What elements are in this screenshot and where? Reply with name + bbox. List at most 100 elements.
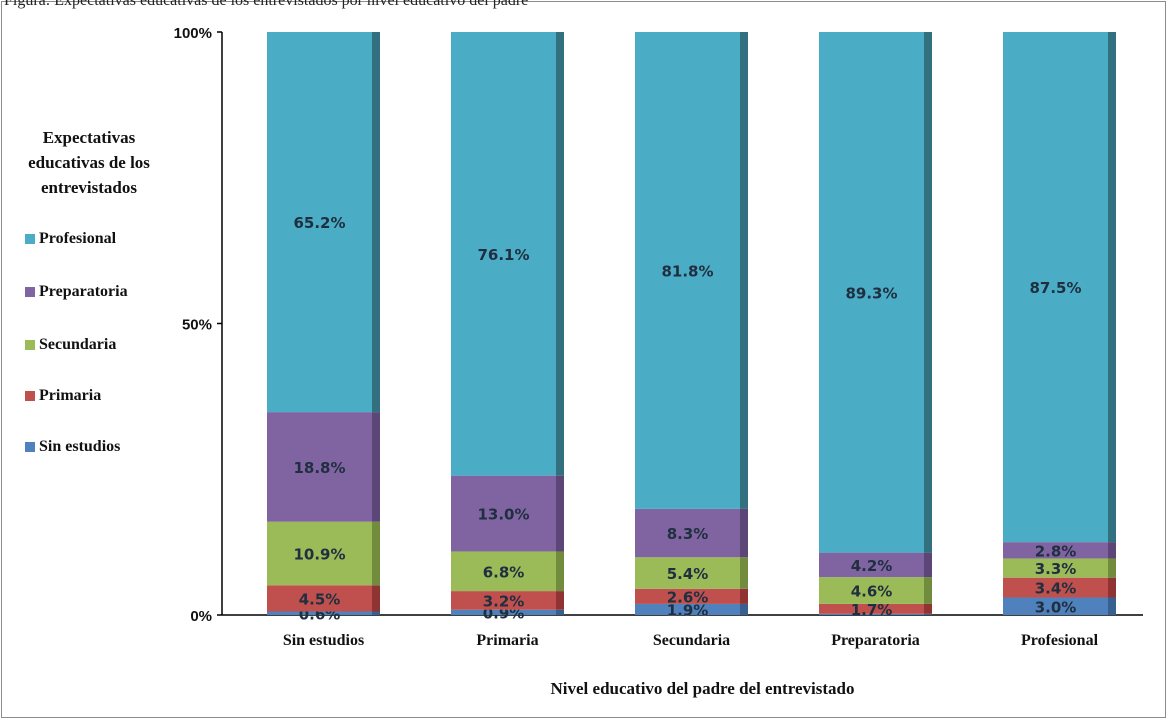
bar-segment (819, 552, 924, 578)
bar-segment-side (1108, 597, 1116, 615)
data-label: 2.6% (667, 588, 709, 606)
data-label: 10.9% (293, 545, 345, 563)
x-tick-label: Primaria (476, 632, 538, 649)
bar-segment-side (924, 552, 932, 578)
bar-segment-side (372, 412, 380, 522)
legend-swatch (25, 340, 35, 350)
data-label: 4.6% (851, 583, 893, 601)
data-label: 1.9% (667, 601, 709, 619)
bar-segment (819, 603, 924, 614)
data-label: 81.8% (661, 262, 713, 280)
data-label: 4.2% (851, 557, 893, 575)
x-tick-label: Sin estudios (283, 632, 364, 649)
bar-segment-side (924, 613, 932, 615)
data-label: 3.0% (1035, 598, 1077, 616)
legend-label: Sin estudios (39, 438, 121, 455)
x-axis-title: Nivel educativo del padre del entrevista… (550, 679, 855, 698)
x-tick-label: Secundaria (653, 632, 730, 649)
bar-segment (451, 475, 556, 552)
bar-segment (451, 591, 556, 610)
bar-segment-side (556, 551, 564, 592)
y-tick-label: 50% (182, 317, 212, 334)
x-tick-label: Profesional (1021, 632, 1099, 649)
data-label: 3.3% (1035, 560, 1077, 578)
bar-segment (267, 521, 372, 586)
data-label: 87.5% (1029, 279, 1081, 297)
bar-segment (267, 585, 372, 612)
legend-title-line: educativas de los (28, 153, 150, 172)
bar-segment (1003, 32, 1108, 543)
legend-label: Secundaria (39, 336, 117, 353)
x-tick-label: Preparatoria (831, 632, 920, 649)
bar-segment-side (556, 32, 564, 476)
bar-segment-side (924, 32, 932, 553)
bar-segment (1003, 577, 1108, 598)
bar-segment (819, 32, 924, 553)
legend-swatch (25, 442, 35, 452)
data-label: 1.7% (851, 601, 893, 619)
bar-segment (451, 609, 556, 615)
bar-segment-side (372, 611, 380, 615)
bar-segment (267, 32, 372, 413)
data-label: 5.4% (667, 565, 709, 583)
legend-label: Preparatoria (39, 283, 128, 300)
bar-segment-side (556, 591, 564, 610)
bar-segment-side (372, 521, 380, 586)
legend-item-sin-estudios: Sin estudios (25, 437, 120, 457)
y-tick-label: 100% (174, 25, 212, 42)
data-label: 4.5% (299, 590, 341, 608)
bar-segment-side (372, 32, 380, 413)
bar-segment (1003, 597, 1108, 615)
bar-segment (451, 551, 556, 592)
legend-item-profesional: Profesional (25, 229, 116, 249)
bar-segment-side (740, 588, 748, 604)
bar-segment-side (1108, 577, 1116, 598)
bar-segment-side (1108, 542, 1116, 559)
bar-segment (635, 508, 740, 558)
figure-caption: Figura: Expectativas educativas de los e… (4, 0, 529, 9)
legend-title-line: Expectativas (42, 128, 136, 147)
bar-segment-side (924, 603, 932, 614)
legend-item-primaria: Primaria (25, 386, 101, 406)
bar-segment (635, 32, 740, 509)
bar-segment (1003, 558, 1108, 578)
bar-segment (635, 588, 740, 604)
bar-segment-side (740, 603, 748, 615)
legend-item-preparatoria: Preparatoria (25, 282, 128, 302)
bar-segment (1003, 542, 1108, 559)
bar-segment-side (372, 585, 380, 612)
legend-label: Profesional (39, 230, 117, 247)
legend-title: Expectativas educativas de los entrevist… (14, 125, 164, 200)
legend-swatch (25, 287, 35, 297)
bar-segment-side (556, 475, 564, 552)
data-label: 65.2% (293, 214, 345, 232)
bar-segment (635, 557, 740, 589)
legend-item-secundaria: Secundaria (25, 335, 116, 355)
bar-segment (267, 412, 372, 522)
data-label: 18.8% (293, 459, 345, 477)
bar-segment-side (740, 508, 748, 558)
bar-segment-side (1108, 32, 1116, 543)
data-label: 8.3% (667, 525, 709, 543)
data-label: 2.8% (1035, 542, 1077, 560)
data-label: 6.8% (483, 563, 525, 581)
data-label: 3.2% (483, 592, 525, 610)
legend-swatch (25, 234, 35, 244)
bar-segment-side (740, 32, 748, 509)
bar-segment (819, 613, 924, 615)
bar-segment-side (924, 577, 932, 604)
legend-title-line: entrevistados (40, 178, 137, 197)
bar-segment-side (556, 609, 564, 615)
bar-segment (819, 577, 924, 604)
bar-segment-side (1108, 558, 1116, 578)
bar-segment (267, 611, 372, 615)
data-label: 76.1% (477, 246, 529, 264)
bar-segment (451, 32, 556, 476)
data-label: 3.4% (1035, 580, 1077, 598)
data-label: 89.3% (845, 284, 897, 302)
legend-label: Primaria (39, 387, 102, 404)
bar-segment (635, 603, 740, 615)
legend-swatch (25, 391, 35, 401)
